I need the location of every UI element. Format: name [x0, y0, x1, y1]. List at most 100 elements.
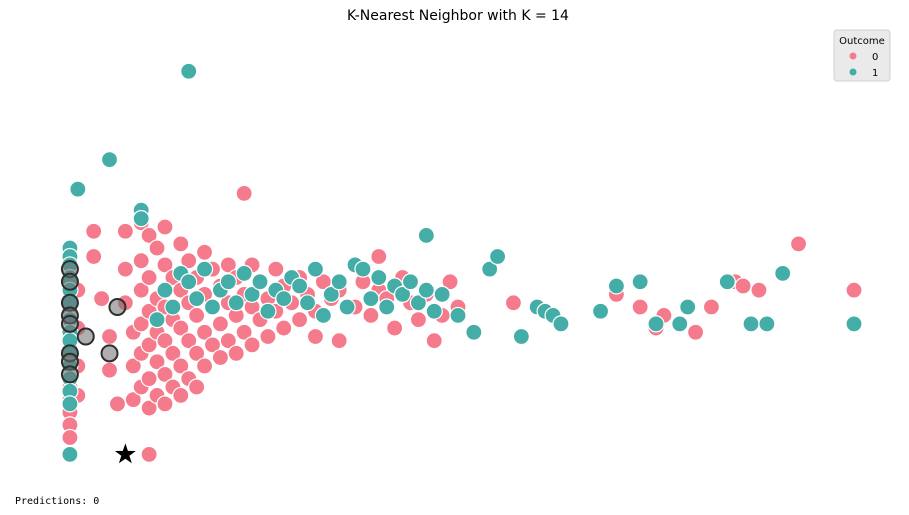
- data-point-outcome-1: [164, 298, 182, 316]
- data-point-outcome-0: [195, 357, 214, 375]
- data-point-outcome-0: [188, 344, 206, 362]
- data-point-outcome-1: [378, 298, 396, 316]
- data-point-outcome-1: [330, 273, 348, 291]
- data-point-outcome-1: [591, 302, 610, 320]
- data-point-outcome-1: [61, 395, 79, 413]
- data-point-outcome-1: [156, 281, 174, 299]
- nearest-neighbor-marker: [76, 327, 95, 346]
- data-point-outcome-1: [607, 277, 626, 295]
- data-point-outcome-1: [631, 273, 649, 291]
- data-point-outcome-0: [370, 247, 388, 266]
- data-point-outcome-0: [702, 298, 721, 316]
- data-point-outcome-0: [219, 256, 237, 274]
- data-point-outcome-0: [441, 273, 459, 291]
- legend-label-1: 1: [872, 68, 878, 79]
- data-point-outcome-0: [148, 353, 166, 371]
- data-point-outcome-1: [679, 298, 697, 316]
- data-point-outcome-0: [425, 332, 443, 350]
- data-point-outcome-0: [172, 235, 190, 253]
- data-point-outcome-1: [148, 311, 166, 329]
- data-point-outcome-1: [306, 260, 325, 278]
- data-point-outcome-1: [370, 268, 388, 287]
- data-point-outcome-1: [100, 151, 119, 169]
- data-point-outcome-1: [489, 247, 507, 266]
- data-point-outcome-0: [291, 311, 309, 329]
- legend-swatch-0: [849, 52, 857, 60]
- data-point-outcome-0: [504, 294, 523, 312]
- points-layer: [61, 62, 863, 463]
- data-point-outcome-1: [314, 306, 332, 325]
- data-point-outcome-0: [92, 290, 111, 308]
- data-point-outcome-1: [401, 273, 420, 291]
- data-point-outcome-1: [235, 264, 253, 282]
- data-point-outcome-0: [100, 361, 119, 379]
- data-point-outcome-0: [267, 260, 285, 278]
- nearest-neighbor-marker: [60, 314, 79, 333]
- data-point-outcome-0: [235, 323, 253, 341]
- data-point-outcome-1: [251, 273, 269, 291]
- data-point-outcome-0: [172, 357, 190, 375]
- data-point-outcome-0: [330, 332, 348, 350]
- data-point-outcome-0: [275, 319, 293, 337]
- data-point-outcome-0: [156, 332, 174, 350]
- data-point-outcome-1: [552, 315, 570, 333]
- legend: Outcome 0 1: [833, 29, 891, 82]
- data-point-outcome-0: [156, 256, 174, 274]
- data-point-outcome-1: [774, 264, 792, 282]
- query-layer: [114, 443, 136, 464]
- data-point-outcome-0: [124, 391, 142, 409]
- data-point-outcome-0: [259, 327, 277, 346]
- data-point-outcome-0: [140, 268, 158, 287]
- data-point-outcome-0: [140, 226, 158, 245]
- data-point-outcome-1: [449, 306, 467, 325]
- nearest-neighbor-marker: [100, 344, 119, 363]
- data-point-outcome-1: [180, 273, 198, 291]
- neighbors-layer: [60, 260, 127, 384]
- data-point-outcome-0: [386, 319, 404, 337]
- data-point-outcome-0: [156, 395, 174, 413]
- data-point-outcome-0: [219, 332, 237, 350]
- data-point-outcome-1: [647, 315, 665, 333]
- data-point-outcome-1: [845, 315, 863, 333]
- data-point-outcome-0: [203, 336, 222, 354]
- data-point-outcome-1: [61, 445, 79, 463]
- data-point-outcome-0: [85, 222, 103, 240]
- data-point-outcome-1: [465, 323, 483, 341]
- data-point-outcome-0: [148, 239, 166, 257]
- data-point-outcome-0: [140, 369, 158, 388]
- data-point-outcome-1: [338, 298, 356, 316]
- data-point-outcome-1: [132, 210, 150, 228]
- data-point-outcome-0: [362, 306, 380, 325]
- data-point-outcome-1: [259, 302, 277, 320]
- data-point-outcome-0: [100, 327, 119, 346]
- data-point-outcome-1: [362, 290, 380, 308]
- data-point-outcome-1: [718, 273, 736, 291]
- data-point-outcome-1: [512, 327, 530, 346]
- data-point-outcome-0: [188, 306, 206, 325]
- data-point-outcome-1: [417, 281, 435, 299]
- data-point-outcome-1: [409, 294, 427, 312]
- data-point-outcome-1: [481, 260, 499, 278]
- legend-swatch-1: [849, 68, 857, 76]
- data-point-outcome-0: [306, 327, 325, 346]
- data-point-outcome-1: [227, 294, 245, 312]
- nearest-neighbor-marker: [60, 272, 79, 291]
- data-point-outcome-1: [758, 315, 776, 333]
- data-point-outcome-0: [61, 428, 79, 447]
- data-point-outcome-1: [180, 62, 198, 80]
- data-point-outcome-1: [298, 294, 317, 312]
- data-point-outcome-1: [188, 290, 206, 308]
- data-point-outcome-0: [180, 332, 198, 350]
- data-point-outcome-0: [116, 222, 134, 240]
- data-point-outcome-0: [108, 395, 127, 413]
- data-point-outcome-0: [211, 348, 229, 367]
- data-point-outcome-0: [789, 235, 808, 253]
- data-point-outcome-0: [140, 399, 158, 417]
- chart-title: K-Nearest Neighbor with K = 14: [347, 8, 569, 24]
- data-point-outcome-1: [322, 285, 340, 303]
- data-point-outcome-0: [124, 357, 142, 375]
- data-point-outcome-0: [227, 344, 245, 362]
- data-point-outcome-0: [750, 281, 768, 299]
- query-point-star-icon: [114, 443, 136, 464]
- data-point-outcome-0: [172, 319, 190, 337]
